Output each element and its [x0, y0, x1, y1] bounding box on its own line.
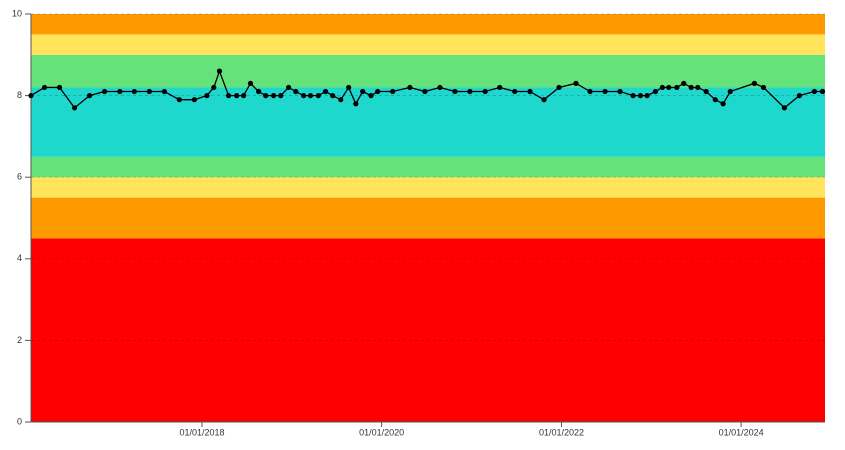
data-point: [482, 88, 488, 95]
band: [31, 54, 825, 88]
data-point: [315, 93, 321, 99]
y-tick-label: 2: [17, 335, 22, 345]
data-point: [712, 97, 718, 103]
data-point: [307, 93, 314, 99]
data-point: [263, 93, 269, 99]
data-point: [688, 84, 694, 91]
data-point: [41, 84, 48, 91]
x-tick-label: 01/01/2020: [359, 427, 404, 437]
data-point: [751, 80, 757, 86]
data-point: [674, 84, 680, 91]
data-point: [527, 88, 533, 95]
data-point: [204, 93, 210, 99]
band: [31, 156, 825, 178]
data-point: [293, 88, 299, 95]
data-point: [390, 88, 396, 95]
data-point: [541, 97, 547, 103]
data-point: [587, 88, 593, 95]
data-point: [86, 93, 93, 99]
data-point: [422, 88, 428, 95]
data-point: [216, 68, 223, 74]
data-point: [819, 88, 826, 95]
data-point: [659, 84, 665, 91]
data-point: [71, 105, 78, 111]
data-point: [360, 88, 366, 95]
data-point: [234, 93, 240, 99]
data-point: [781, 105, 788, 111]
data-point: [602, 88, 608, 95]
data-point: [727, 88, 733, 95]
data-point: [28, 93, 34, 99]
data-point: [346, 84, 352, 91]
data-point: [666, 84, 672, 91]
data-point: [176, 97, 182, 103]
band: [31, 87, 825, 157]
x-tick-label: 01/01/2018: [179, 427, 224, 437]
data-point: [240, 93, 247, 99]
data-point: [630, 93, 636, 99]
data-point: [225, 93, 232, 99]
data-point: [353, 101, 359, 107]
data-point: [191, 97, 197, 103]
data-point: [637, 93, 644, 99]
data-point: [271, 93, 277, 99]
y-tick-label: 10: [12, 8, 22, 18]
data-point: [56, 84, 63, 91]
data-point: [338, 97, 344, 103]
data-point: [452, 88, 458, 95]
data-point: [211, 84, 217, 91]
data-point: [720, 101, 726, 107]
band: [31, 34, 825, 55]
data-point: [573, 80, 579, 86]
x-tick-label: 01/01/2024: [719, 427, 764, 437]
data-point: [131, 88, 137, 95]
data-point: [760, 84, 767, 91]
data-point: [375, 88, 381, 95]
band: [31, 197, 825, 239]
data-point: [811, 88, 818, 95]
data-point: [652, 88, 659, 95]
data-point: [681, 80, 687, 86]
data-point: [101, 88, 108, 95]
data-point: [322, 88, 329, 95]
data-point: [695, 84, 701, 91]
band: [31, 14, 825, 35]
data-point: [407, 84, 413, 91]
data-point: [512, 88, 518, 95]
data-point: [368, 93, 374, 99]
data-point: [255, 88, 262, 95]
data-point: [617, 88, 623, 95]
data-point: [161, 88, 167, 95]
data-point: [301, 93, 307, 99]
data-point: [278, 93, 284, 99]
data-point: [437, 84, 443, 91]
y-tick-label: 6: [17, 172, 22, 182]
data-point: [796, 93, 803, 99]
data-point: [556, 84, 562, 91]
y-tick-label: 0: [17, 416, 22, 426]
data-point: [117, 88, 123, 95]
band: [31, 238, 825, 422]
data-point: [146, 88, 152, 95]
data-point: [330, 93, 336, 99]
data-point: [286, 84, 292, 91]
x-tick-label: 01/01/2022: [539, 427, 584, 437]
data-point: [497, 84, 503, 91]
y-tick-label: 8: [17, 90, 22, 100]
data-point: [247, 80, 254, 86]
data-point: [644, 93, 650, 99]
y-tick-label: 4: [17, 253, 22, 263]
data-point: [703, 88, 709, 95]
data-point: [467, 88, 473, 95]
band: [31, 177, 825, 198]
